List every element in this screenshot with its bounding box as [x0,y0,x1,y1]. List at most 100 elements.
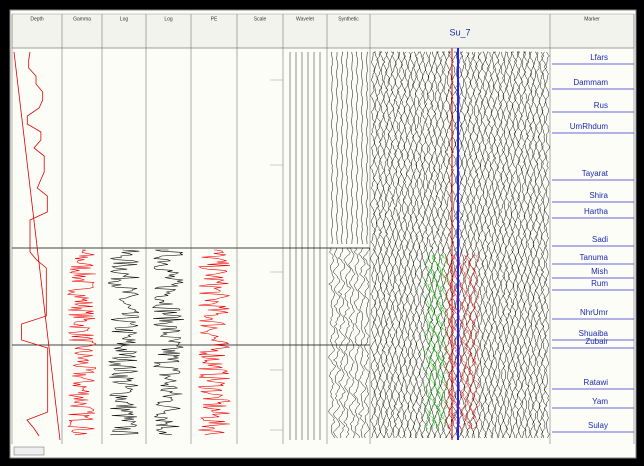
seismic-trace [480,51,488,439]
log-curve [108,249,140,436]
seismic-trace [381,51,389,439]
seismic-trace [436,51,443,439]
seismic-trace [540,51,548,439]
seismic-trace-highlight [423,254,433,430]
panel [9,9,637,459]
synthetic-trace [357,247,367,439]
seismic-trace-highlight [458,254,470,430]
seismic-trace [396,51,404,439]
seismic-trace [543,51,550,439]
seismic-trace [513,51,521,439]
seismic-trace [486,51,494,439]
synthetic-trace [335,52,339,244]
seismic-trace [393,51,401,439]
seismic-trace-highlight [434,254,445,430]
marker-label: Yam [592,397,608,406]
log-curve [151,249,185,436]
seismic-trace [465,51,473,439]
synthetic-trace [360,51,364,244]
depth-curve [21,51,49,437]
column-header: Marker [584,16,600,22]
seismic-trace [430,51,437,439]
seismic-trace [375,51,383,439]
seismic-trace [534,51,542,439]
seismic-trace [420,51,428,439]
seismic-trace [519,51,527,439]
column-header: Gamma [73,16,91,22]
marker-label: Shira [589,191,608,200]
marker-label: Zubair [585,337,608,346]
marker-label: UmRhdum [570,122,609,131]
seismic-trace [400,51,407,439]
seismic-trace [516,51,524,439]
seismic-trace [387,51,395,439]
seismic-trace [468,51,476,439]
synthetic-trace [345,51,349,245]
seismic-trace [523,51,530,439]
seismic-trace [409,51,416,439]
seismic-trace [426,51,434,439]
column-header: Wavelet [296,16,314,22]
status-box [13,446,45,456]
tracks: Depth Gamma Log Log PE Scale Wavelet Synthetic M… [11,14,635,444]
seismic-trace [492,51,500,439]
seismic-trace [411,51,419,439]
seismic-trace [438,51,446,439]
column-header: Log [164,16,173,22]
synthetic-trace [363,247,371,439]
seismic-trace [462,51,470,439]
seismic-trace [498,51,506,439]
column-header: Log [120,16,129,22]
seismic-title: Su_7 [449,27,470,37]
seismic-trace [510,51,518,439]
log-curve [66,249,97,436]
seismic-trace [501,51,509,439]
marker-label: Hartha [584,207,609,216]
seismic-trace [495,51,503,439]
seismic-trace [369,51,377,439]
seismic-trace [402,51,410,439]
marker-label: Sulay [588,421,608,430]
seismic-trace-highlight [446,254,458,430]
header-row [11,13,635,49]
marker-label: Mish [591,267,608,276]
synthetic-trace [350,51,354,245]
synthetic-trace [340,51,344,245]
seismic-trace [379,51,386,439]
marker-label: Tanuma [580,253,609,262]
seismic-trace [537,51,545,439]
marker-label: Shuaiba [579,329,609,338]
seismic-trace [525,51,533,439]
synthetic-trace [353,247,361,439]
column-header: Synthetic [338,16,359,22]
seismic-trace [531,51,539,439]
marker-label: Tayarat [582,169,609,178]
seismic-trace [489,51,497,439]
log-curve [198,249,231,436]
seismic-trace-highlight [431,254,441,430]
marker-label: Sadi [592,235,608,244]
marker-label: Rus [594,101,608,110]
seismic-trace [474,51,481,439]
column-header: PE [211,16,218,22]
synthetic-trace [348,247,356,439]
synthetic-trace [365,51,369,244]
seismic-trace-highlight [471,254,481,430]
synthetic-trace [333,247,342,439]
synthetic-trace [337,247,346,439]
synthetic-trace [343,247,352,439]
seismic-trace [441,51,448,439]
depth-diagonal [13,51,61,441]
column-header: Depth [30,16,44,22]
seismic-trace-highlight [428,254,437,430]
seismic-trace [405,51,413,439]
seismic-trace [372,51,379,439]
synthetic-trace [330,51,334,245]
column-header: Scale [254,16,267,22]
synthetic-trace [328,247,337,439]
seismic-trace [390,51,398,438]
seismic-trace [477,51,485,439]
marker-label: Ratawi [584,378,609,387]
synthetic-trace [355,51,359,244]
